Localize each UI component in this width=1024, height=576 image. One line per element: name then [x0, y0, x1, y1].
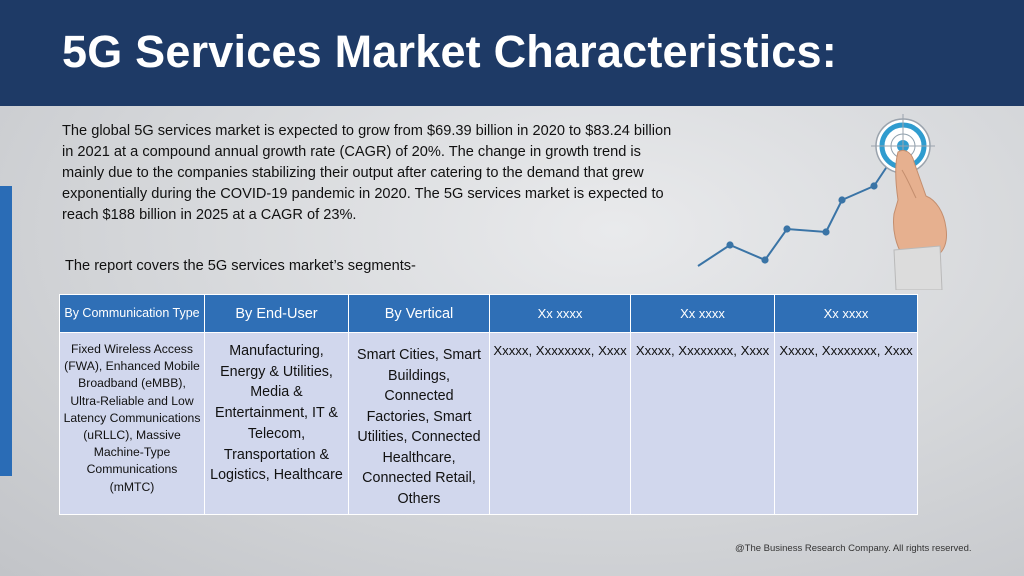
table-cell: Xxxxx, Xxxxxxxx, Xxxx: [489, 332, 631, 515]
title-banner: 5G Services Market Characteristics:: [0, 0, 1024, 106]
column-header: Xx xxxx: [774, 294, 918, 333]
column-header: By Vertical: [348, 294, 490, 333]
table-cell: Fixed Wireless Access (FWA), Enhanced Mo…: [59, 332, 205, 515]
target-icon: [871, 114, 935, 178]
table-cell: Xxxxx, Xxxxxxxx, Xxxx: [774, 332, 918, 515]
segments-label: The report covers the 5G services market…: [65, 258, 416, 274]
growth-chart-target-hand-icon: [697, 114, 947, 290]
column-header: By Communication Type: [59, 294, 205, 333]
pointing-hand-icon: [893, 149, 947, 290]
column-header: Xx xxxx: [489, 294, 631, 333]
table-cell: Smart Cities, Smart Buildings, Connected…: [348, 332, 490, 515]
segments-table: By Communication Type By End-User By Ver…: [59, 294, 918, 515]
table-cell: Manufacturing, Energy & Utilities, Media…: [204, 332, 349, 515]
column-header: Xx xxxx: [630, 294, 775, 333]
table-cell: Xxxxx, Xxxxxxxx, Xxxx: [630, 332, 775, 515]
copyright-footer: @The Business Research Company. All righ…: [735, 543, 972, 554]
left-accent-bar: [0, 186, 12, 476]
table-row: Fixed Wireless Access (FWA), Enhanced Mo…: [59, 332, 918, 515]
column-header: By End-User: [204, 294, 349, 333]
intro-paragraph: The global 5G services market is expecte…: [62, 123, 672, 223]
table-header-row: By Communication Type By End-User By Ver…: [59, 294, 918, 333]
page-title: 5G Services Market Characteristics:: [62, 26, 837, 77]
